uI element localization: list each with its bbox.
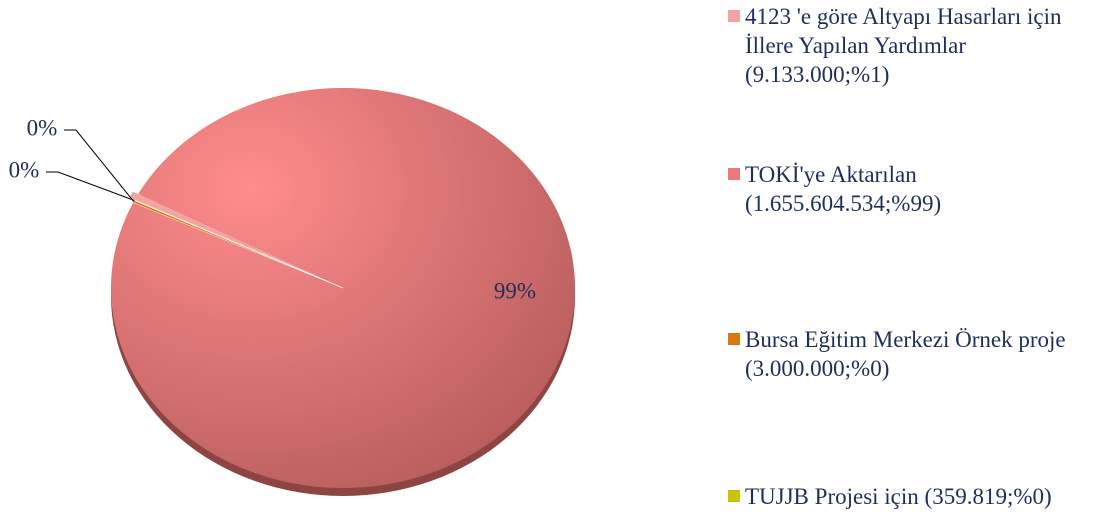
legend-swatch [728, 168, 740, 180]
leader-line [64, 129, 135, 202]
legend-item: TUJJB Projesi için (359.819;%0) [728, 482, 1113, 511]
legend-label: 4123 'e göre Altyapı Hasarları için İlle… [745, 4, 1062, 87]
pie-area: 1%99%0%0% [9, 87, 575, 496]
legend-item: TOKİ'ye Aktarılan (1.655.604.534;%99) [728, 160, 1113, 218]
legend-label: TOKİ'ye Aktarılan (1.655.604.534;%99) [745, 162, 942, 216]
legend-swatch [728, 10, 740, 22]
legend-swatch [728, 490, 740, 502]
legend-item: Bursa Eğitim Merkezi Örnek proje (3.000.… [728, 325, 1113, 383]
legend-label: TUJJB Projesi için (359.819;%0) [745, 484, 1052, 509]
legend-swatch [728, 333, 740, 345]
data-label: 0% [27, 115, 58, 140]
pie-slice [128, 191, 338, 286]
legend-item: 4123 'e göre Altyapı Hasarları için İlle… [728, 2, 1113, 89]
data-label: 0% [9, 157, 40, 182]
legend-label: Bursa Eğitim Merkezi Örnek proje (3.000.… [745, 327, 1066, 381]
data-label: 99% [494, 278, 536, 303]
leader-line [46, 171, 135, 201]
